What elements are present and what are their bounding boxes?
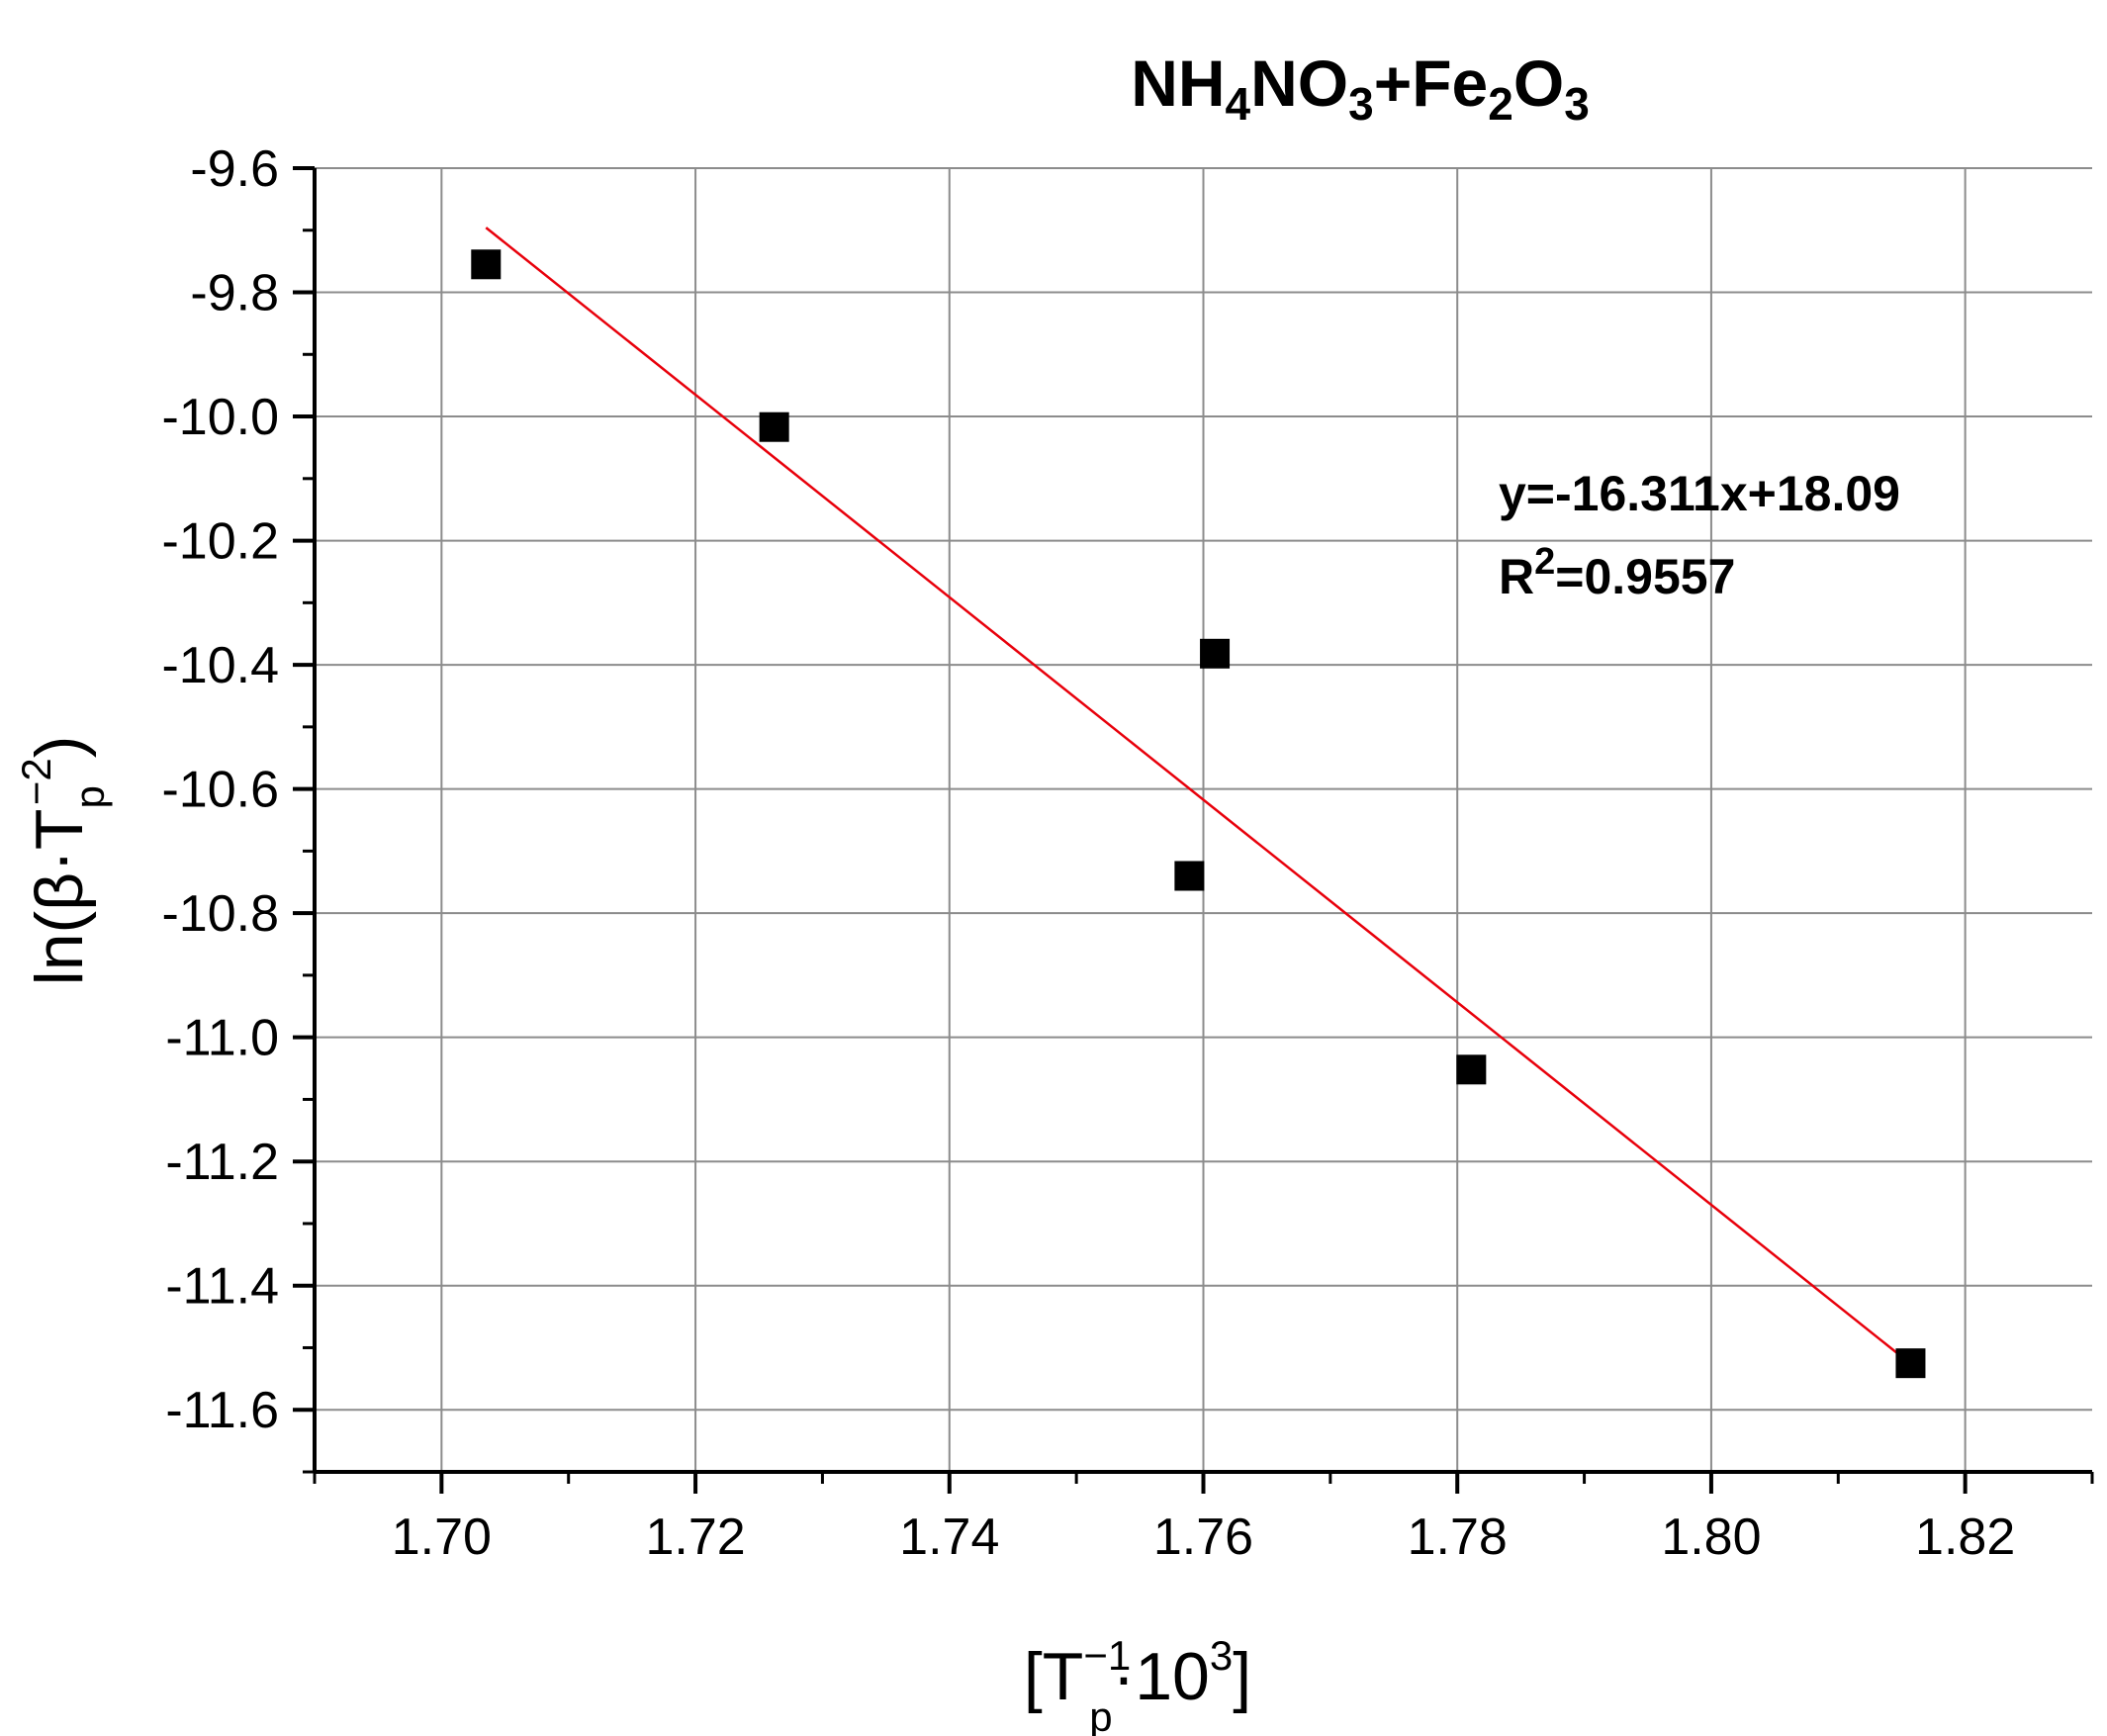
fit-line-group bbox=[485, 227, 1912, 1365]
y-axis-title: ln(β·Tp−2) bbox=[13, 736, 113, 986]
y-tick-label: -9.8 bbox=[190, 265, 279, 322]
y-tick-label: -10.4 bbox=[161, 637, 279, 694]
data-point bbox=[471, 249, 502, 280]
x-axis-title: [T−1 p·103] bbox=[1024, 1632, 1251, 1736]
y-tick-label: -10.8 bbox=[161, 885, 279, 943]
y-tick-label: -10.2 bbox=[161, 513, 279, 571]
fit-line bbox=[485, 227, 1912, 1365]
x-tick-label: 1.80 bbox=[1661, 1508, 1761, 1566]
tick-labels: 1.70 1.72 1.74 1.76 1.78 1.80 1.82 -9.6 -9.8 -10.… bbox=[161, 140, 2015, 1566]
data-point bbox=[1895, 1348, 1926, 1379]
chart-title: NH4NO3+Fe2O3 bbox=[1131, 46, 1590, 130]
y-tick-label: -9.6 bbox=[190, 140, 279, 198]
fit-equation: y=-16.311x+18.09 bbox=[1499, 466, 1900, 521]
data-point bbox=[1174, 861, 1205, 891]
data-point bbox=[1200, 638, 1231, 669]
data-points bbox=[471, 249, 1926, 1379]
y-tick-label: -11.2 bbox=[165, 1134, 279, 1191]
x-tick-label: 1.78 bbox=[1408, 1508, 1508, 1566]
x-tick-label: 1.70 bbox=[392, 1508, 492, 1566]
grid-lines bbox=[315, 167, 2092, 1472]
y-tick-label: -10.6 bbox=[161, 762, 279, 819]
y-tick-label: -11.4 bbox=[165, 1258, 279, 1316]
data-point bbox=[1456, 1054, 1487, 1085]
x-tick-label: 1.82 bbox=[1915, 1508, 2015, 1566]
x-tick-label: 1.72 bbox=[645, 1508, 745, 1566]
r-squared: R2=0.9557 bbox=[1499, 541, 1735, 604]
data-point bbox=[759, 411, 789, 442]
y-tick-label: -11.0 bbox=[165, 1010, 279, 1067]
axes bbox=[293, 166, 2094, 1494]
x-tick-label: 1.74 bbox=[899, 1508, 999, 1566]
x-tick-label: 1.76 bbox=[1153, 1508, 1253, 1566]
y-tick-label: -11.6 bbox=[165, 1382, 279, 1439]
y-tick-label: -10.0 bbox=[161, 389, 279, 446]
